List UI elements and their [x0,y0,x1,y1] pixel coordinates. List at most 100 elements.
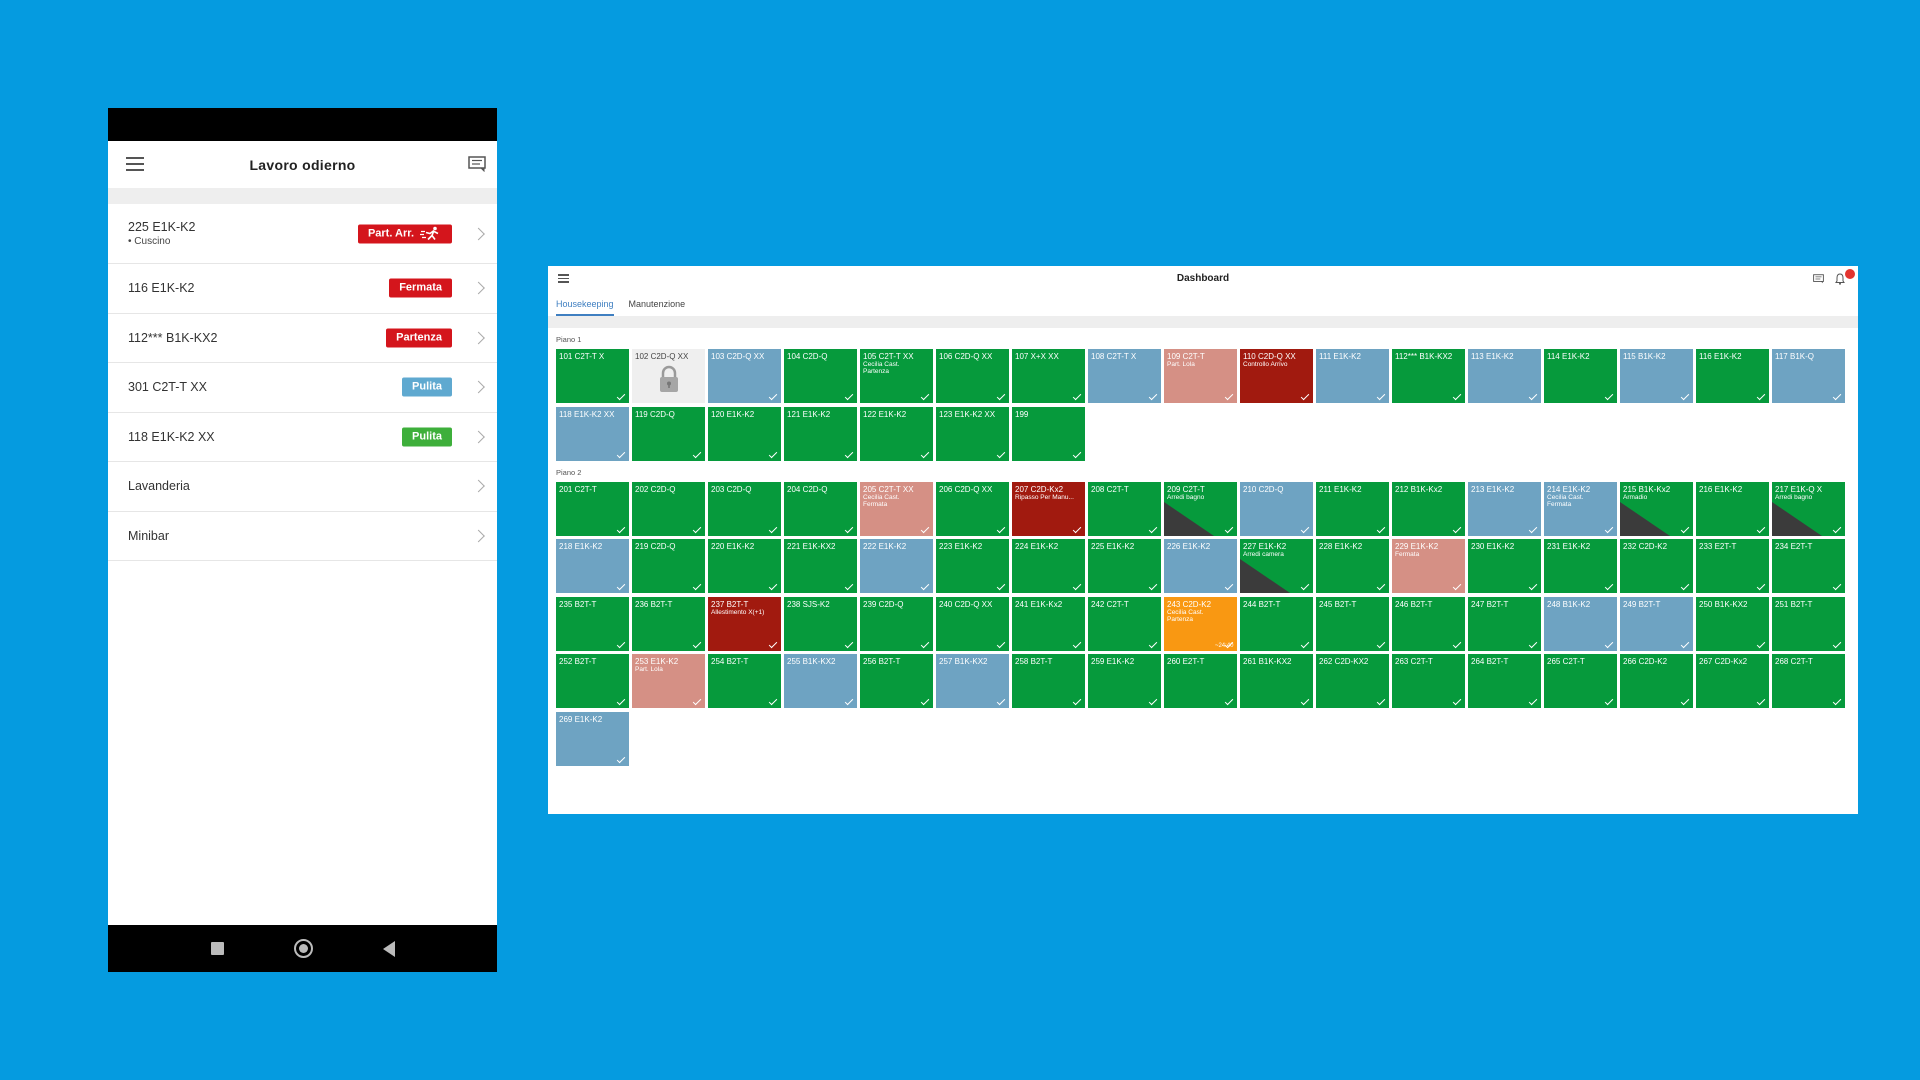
room-tile[interactable]: 118 E1K-K2 XX [556,406,629,461]
room-tile[interactable]: 121 E1K-K2 [784,406,857,461]
home-icon[interactable] [293,939,313,958]
list-item[interactable]: 225 E1K-K2 • Cuscino Part. Arr. [108,204,497,264]
room-tile[interactable]: 255 B1K-KX2 [784,654,857,708]
room-tile[interactable]: 106 C2D-Q XX [936,349,1009,403]
room-tile[interactable]: 113 E1K-K2 [1468,349,1541,403]
room-tile[interactable]: 242 C2T-T [1088,596,1161,651]
room-tile[interactable]: 112*** B1K-KX2 [1392,349,1465,403]
room-tile[interactable]: 210 C2D-Q [1240,481,1313,536]
tab-housekeeping[interactable]: Housekeeping [556,299,614,316]
room-tile[interactable]: 104 C2D-Q [784,349,857,403]
list-item[interactable]: Lavanderia [108,462,497,512]
room-tile[interactable]: 246 B2T-T [1392,596,1465,651]
hamburger-menu-icon[interactable] [558,274,569,285]
room-tile[interactable]: 253 E1K-K2 Part. Lola [632,654,705,708]
room-tile[interactable]: 108 C2T-T X [1088,349,1161,403]
room-tile[interactable]: 232 C2D-K2 [1620,539,1693,593]
room-tile[interactable]: 115 B1K-K2 [1620,349,1693,403]
room-tile[interactable]: 238 SJS-K2 [784,596,857,651]
room-tile[interactable]: 207 C2D-Kx2 Ripasso Per Manu... [1012,481,1085,536]
room-tile[interactable]: 123 E1K-K2 XX [936,406,1009,461]
room-tile[interactable]: 260 E2T-T [1164,654,1237,708]
tab-manutenzione[interactable]: Manutenzione [628,299,686,309]
room-tile[interactable]: 111 E1K-K2 [1316,349,1389,403]
room-tile[interactable]: 218 E1K-K2 [556,539,629,593]
room-tile[interactable]: 102 C2D-Q XX [632,349,705,403]
room-tile[interactable]: 120 E1K-K2 [708,406,781,461]
message-icon[interactable] [1813,274,1824,284]
room-tile[interactable]: 114 E1K-K2 [1544,349,1617,403]
room-tile[interactable]: 205 C2T-T XX Cecilia Cast. Fermata [860,481,933,536]
room-tile[interactable]: 261 B1K-KX2 [1240,654,1313,708]
back-icon[interactable] [382,940,395,957]
room-tile[interactable]: 266 C2D-K2 [1620,654,1693,708]
room-tile[interactable]: 209 C2T-T Arredi bagno [1164,481,1237,536]
room-tile[interactable]: 267 C2D-Kx2 [1696,654,1769,708]
room-tile[interactable]: 221 E1K-KX2 [784,539,857,593]
room-tile[interactable]: 214 E1K-K2 Cecilia Cast. Fermata [1544,481,1617,536]
room-tile[interactable]: 202 C2D-Q [632,481,705,536]
room-tile[interactable]: 251 B2T-T [1772,596,1845,651]
list-item[interactable]: 112*** B1K-KX2 Partenza [108,314,497,363]
room-tile[interactable]: 224 E1K-K2 [1012,539,1085,593]
room-tile[interactable]: 204 C2D-Q [784,481,857,536]
room-tile[interactable]: 220 E1K-K2 [708,539,781,593]
room-tile[interactable]: 258 B2T-T [1012,654,1085,708]
room-tile[interactable]: 222 E1K-K2 [860,539,933,593]
room-tile[interactable]: 269 E1K-K2 [556,711,629,766]
room-tile[interactable]: 216 E1K-K2 [1696,481,1769,536]
room-tile[interactable]: 117 B1K-Q [1772,349,1845,403]
room-tile[interactable]: 247 B2T-T [1468,596,1541,651]
bell-icon[interactable] [1834,273,1846,285]
room-tile[interactable]: 263 C2T-T [1392,654,1465,708]
room-tile[interactable]: 239 C2D-Q [860,596,933,651]
room-tile[interactable]: 116 E1K-K2 [1696,349,1769,403]
room-tile[interactable]: 265 C2T-T [1544,654,1617,708]
room-tile[interactable]: 230 E1K-K2 [1468,539,1541,593]
room-tile[interactable]: 259 E1K-K2 [1088,654,1161,708]
room-tile[interactable]: 229 E1K-K2 Fermata [1392,539,1465,593]
room-tile[interactable]: 109 C2T-T Part. Lola [1164,349,1237,403]
list-item[interactable]: 118 E1K-K2 XX Pulita [108,413,497,462]
room-tile[interactable]: 219 C2D-Q [632,539,705,593]
room-tile[interactable]: 252 B2T-T [556,654,629,708]
room-tile[interactable]: 250 B1K-KX2 [1696,596,1769,651]
room-tile[interactable]: 257 B1K-KX2 [936,654,1009,708]
room-tile[interactable]: 212 B1K-Kx2 [1392,481,1465,536]
list-item[interactable]: 116 E1K-K2 Fermata [108,264,497,314]
room-tile[interactable]: 199 [1012,406,1085,461]
room-tile[interactable]: 256 B2T-T [860,654,933,708]
recent-apps-icon[interactable] [210,942,224,955]
room-tile[interactable]: 241 E1K-Kx2 [1012,596,1085,651]
room-tile[interactable]: 223 E1K-K2 [936,539,1009,593]
room-tile[interactable]: 217 E1K-Q X Arredi bagno [1772,481,1845,536]
room-tile[interactable]: 245 B2T-T [1316,596,1389,651]
room-tile[interactable]: 110 C2D-Q XX Controllo Arrivo [1240,349,1313,403]
room-tile[interactable]: 234 E2T-T [1772,539,1845,593]
room-tile[interactable]: 213 E1K-K2 [1468,481,1541,536]
room-tile[interactable]: 228 E1K-K2 [1316,539,1389,593]
room-tile[interactable]: 107 X+X XX [1012,349,1085,403]
room-tile[interactable]: 254 B2T-T [708,654,781,708]
room-tile[interactable]: 206 C2D-Q XX [936,481,1009,536]
message-icon[interactable] [468,156,486,172]
room-tile[interactable]: 103 C2D-Q XX [708,349,781,403]
room-tile[interactable]: 249 B2T-T [1620,596,1693,651]
room-tile[interactable]: 203 C2D-Q [708,481,781,536]
room-tile[interactable]: 211 E1K-K2 [1316,481,1389,536]
room-tile[interactable]: 233 E2T-T [1696,539,1769,593]
list-item[interactable]: Minibar [108,512,497,561]
room-tile[interactable]: 227 E1K-K2 Arredi camera [1240,539,1313,593]
room-tile[interactable]: 231 E1K-K2 [1544,539,1617,593]
room-tile[interactable]: 236 B2T-T [632,596,705,651]
room-tile[interactable]: 105 C2T-T XX Cecilia Cast. Partenza [860,349,933,403]
room-tile[interactable]: 122 E1K-K2 [860,406,933,461]
room-tile[interactable]: 268 C2T-T [1772,654,1845,708]
room-tile[interactable]: 262 C2D-KX2 [1316,654,1389,708]
room-tile[interactable]: 244 B2T-T [1240,596,1313,651]
room-tile[interactable]: 225 E1K-K2 [1088,539,1161,593]
room-tile[interactable]: 101 C2T-T X [556,349,629,403]
room-tile[interactable]: 240 C2D-Q XX [936,596,1009,651]
room-tile[interactable]: 226 E1K-K2 [1164,539,1237,593]
room-tile[interactable]: 243 C2D-K2 Cecilia Cast. Partenza ~24:40 [1164,596,1237,651]
